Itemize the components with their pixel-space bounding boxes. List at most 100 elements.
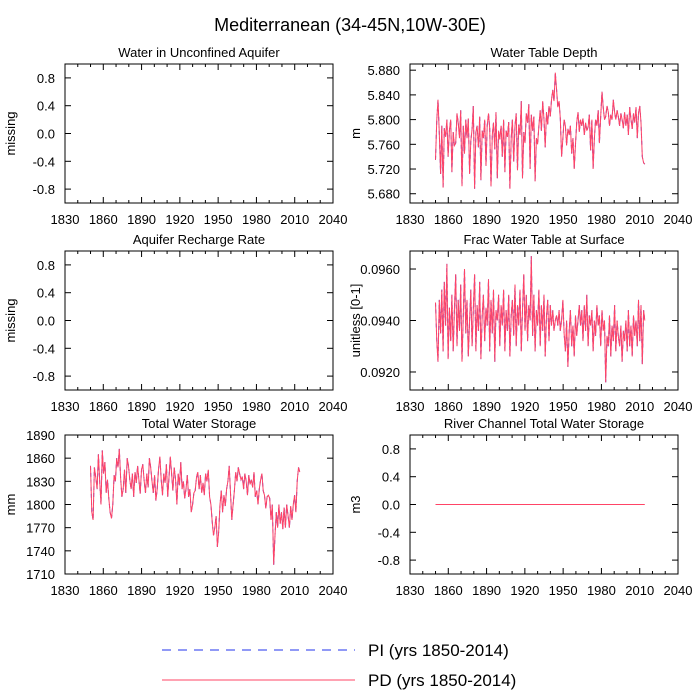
series-pi-line [90,448,301,565]
x-tick-label: 1980 [242,399,271,414]
plot-frame [64,250,334,391]
y-tick-label: -0.8 [33,182,55,197]
y-tick-label: -0.8 [33,369,55,384]
x-tick-label: 2010 [625,212,654,227]
x-tick-label: 1920 [510,399,539,414]
x-tick-label: 1950 [549,212,578,227]
legend: PI (yrs 1850-2014) PD (yrs 1850-2014) [162,641,516,690]
series-pd-line [435,256,646,383]
y-tick-label: 1740 [26,544,55,559]
x-tick-label: 2040 [664,399,693,414]
x-tick-label: 1920 [165,399,194,414]
y-tick-label: 5.800 [367,113,400,128]
panel-2: Water Table Depth m 1830 1860 1890 1920 1950 19… [348,45,692,227]
y-tick-label: 0.4 [382,470,400,485]
x-tick-label: 1980 [587,212,616,227]
y-tick-label: -0.4 [33,341,55,356]
y-tick-label: 5.840 [367,88,400,103]
legend-pi-label: PI (yrs 1850-2014) [368,641,509,660]
x-tick-label: 2040 [664,583,693,598]
x-tick-label: 1830 [396,583,425,598]
plot-frame [64,63,334,204]
y-axis-label: missing [3,298,18,342]
x-tick-label: 1890 [472,212,501,227]
x-tick-label: 1860 [434,212,463,227]
panel-5: Total Water Storage mm 1830 1860 1890 1920 195… [3,416,347,598]
x-tick-label: 1920 [510,212,539,227]
x-tick-label: 1920 [165,583,194,598]
y-tick-label: 1830 [26,474,55,489]
x-tick-label: 1860 [434,399,463,414]
x-tick-label: 1860 [89,399,118,414]
panel-title: Frac Water Table at Surface [463,232,624,247]
y-tick-label: 1890 [26,428,55,443]
x-tick-label: 1980 [242,212,271,227]
x-tick-label: 1830 [396,212,425,227]
plot-frame [409,63,679,204]
x-tick-label: 2040 [319,583,348,598]
x-tick-label: 1890 [127,583,156,598]
y-tick-label: 1800 [26,498,55,513]
x-tick-label: 1950 [549,399,578,414]
panel-4: Frac Water Table at Surface unitless [0-1… [348,232,692,414]
y-tick-label: 0.8 [37,71,55,86]
y-tick-label: 0.4 [37,99,55,114]
y-tick-label: 0.8 [382,442,400,457]
x-tick-label: 1890 [472,583,501,598]
panels: Water in Unconfined Aquifer missing 1830 18… [3,45,692,598]
x-tick-label: 1950 [204,583,233,598]
y-tick-label: 1770 [26,521,55,536]
x-tick-label: 1980 [587,583,616,598]
y-tick-label: 1710 [26,567,55,582]
x-tick-label: 1890 [472,399,501,414]
x-tick-label: 1920 [165,212,194,227]
y-tick-label: 0.0960 [360,262,400,277]
x-tick-label: 1980 [587,399,616,414]
x-tick-label: 1950 [204,212,233,227]
x-tick-label: 2010 [280,399,309,414]
y-tick-label: 5.880 [367,63,400,78]
panel-title: Total Water Storage [142,416,256,431]
series-pd-line [90,448,301,565]
x-tick-label: 2010 [280,212,309,227]
x-tick-label: 1890 [127,212,156,227]
x-tick-label: 2010 [625,583,654,598]
panel-title: Water in Unconfined Aquifer [118,45,280,60]
x-tick-label: 1860 [434,583,463,598]
y-tick-label: 0.0 [37,127,55,142]
x-tick-label: 1950 [204,399,233,414]
x-tick-label: 1830 [396,399,425,414]
x-tick-label: 2040 [319,212,348,227]
x-tick-label: 1920 [510,583,539,598]
x-tick-label: 1980 [242,583,271,598]
y-tick-label: 5.680 [367,187,400,202]
figure-title: Mediterranean (34-45N,10W-30E) [214,15,486,35]
panel-6: River Channel Total Water Storage m3 1830 1… [348,416,692,598]
panel-3: Aquifer Recharge Rate missing 1830 1860 1890… [3,232,347,414]
y-tick-label: 0.4 [37,286,55,301]
x-tick-label: 1890 [127,399,156,414]
x-tick-label: 1860 [89,583,118,598]
y-tick-label: 0.0920 [360,365,400,380]
legend-pd-label: PD (yrs 1850-2014) [368,671,516,690]
y-tick-label: 5.720 [367,162,400,177]
x-tick-label: 2040 [319,399,348,414]
x-tick-label: 1830 [51,583,80,598]
x-tick-label: 2040 [664,212,693,227]
y-axis-label: m [348,128,363,139]
x-tick-label: 1950 [549,583,578,598]
y-tick-label: 0.0940 [360,314,400,329]
y-axis-label: missing [3,111,18,155]
y-tick-label: 0.8 [37,258,55,273]
y-axis-label: unitless [0-1] [348,284,363,358]
y-tick-label: 1860 [26,451,55,466]
y-tick-label: 5.760 [367,137,400,152]
x-tick-label: 2010 [625,399,654,414]
y-tick-label: 0.0 [382,498,400,513]
y-axis-label: mm [3,494,18,516]
x-tick-label: 2010 [280,583,309,598]
y-tick-label: 0.0 [37,314,55,329]
panel-title: Water Table Depth [491,45,598,60]
x-tick-label: 1830 [51,212,80,227]
